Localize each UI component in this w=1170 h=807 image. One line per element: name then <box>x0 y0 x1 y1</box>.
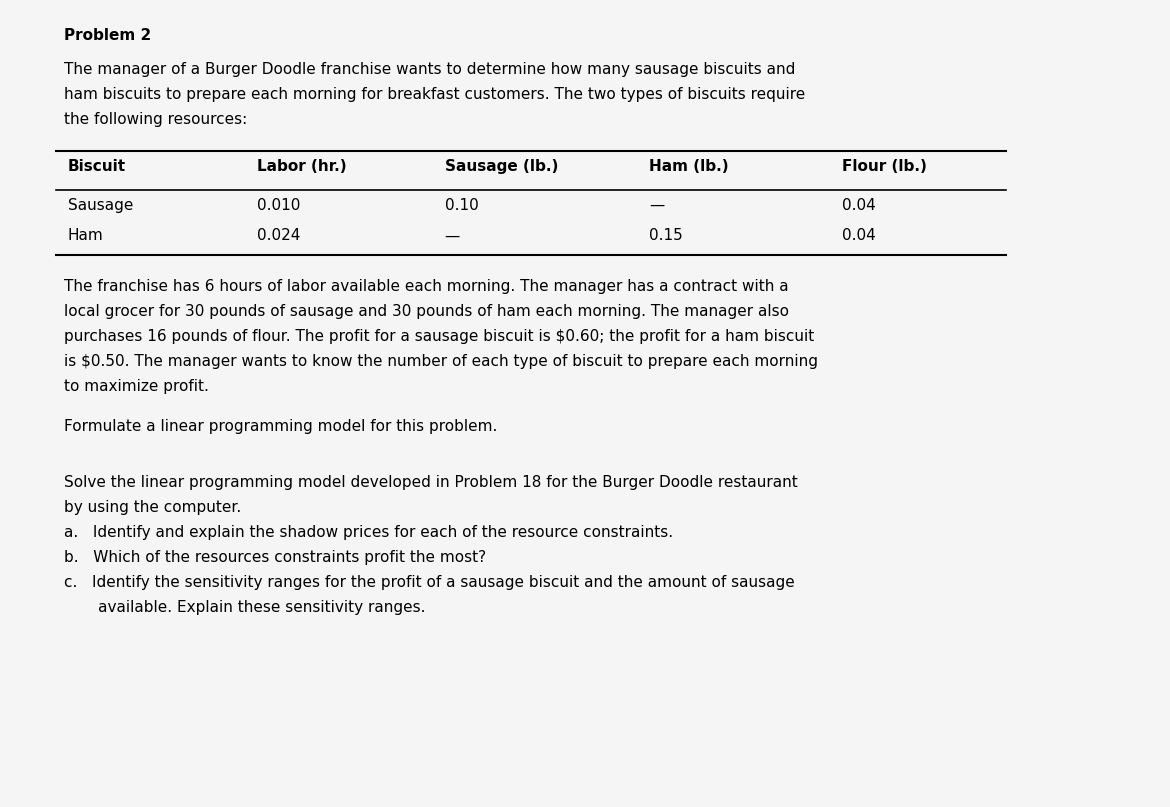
Text: Ham: Ham <box>68 228 104 244</box>
Text: purchases 16 pounds of flour. The profit for a sausage biscuit is $0.60; the pro: purchases 16 pounds of flour. The profit… <box>64 329 814 345</box>
Text: 0.024: 0.024 <box>257 228 301 244</box>
Text: is $0.50. The manager wants to know the number of each type of biscuit to prepar: is $0.50. The manager wants to know the … <box>64 354 818 370</box>
Text: Sausage: Sausage <box>68 198 133 213</box>
Text: 0.15: 0.15 <box>649 228 683 244</box>
Text: 0.04: 0.04 <box>842 228 876 244</box>
Text: 0.010: 0.010 <box>257 198 301 213</box>
Text: c.   Identify the sensitivity ranges for the profit of a sausage biscuit and the: c. Identify the sensitivity ranges for t… <box>64 575 796 590</box>
Text: local grocer for 30 pounds of sausage and 30 pounds of ham each morning. The man: local grocer for 30 pounds of sausage an… <box>64 304 790 320</box>
Text: b.   Which of the resources constraints profit the most?: b. Which of the resources constraints pr… <box>64 550 487 565</box>
Text: available. Explain these sensitivity ranges.: available. Explain these sensitivity ran… <box>64 600 426 615</box>
Text: by using the computer.: by using the computer. <box>64 500 241 515</box>
Text: Biscuit: Biscuit <box>68 159 126 174</box>
Text: the following resources:: the following resources: <box>64 112 248 128</box>
Text: Ham (lb.): Ham (lb.) <box>649 159 729 174</box>
Text: Flour (lb.): Flour (lb.) <box>842 159 928 174</box>
Text: Problem 2: Problem 2 <box>64 28 152 44</box>
Text: The franchise has 6 hours of labor available each morning. The manager has a con: The franchise has 6 hours of labor avail… <box>64 279 789 295</box>
Text: —: — <box>445 228 460 244</box>
Text: ham biscuits to prepare each morning for breakfast customers. The two types of b: ham biscuits to prepare each morning for… <box>64 87 806 102</box>
Text: Labor (hr.): Labor (hr.) <box>257 159 347 174</box>
Text: 0.04: 0.04 <box>842 198 876 213</box>
Text: to maximize profit.: to maximize profit. <box>64 379 209 395</box>
Text: —: — <box>649 198 665 213</box>
Text: a.   Identify and explain the shadow prices for each of the resource constraints: a. Identify and explain the shadow price… <box>64 525 674 540</box>
Text: Formulate a linear programming model for this problem.: Formulate a linear programming model for… <box>64 419 497 434</box>
Text: Solve the linear programming model developed in Problem 18 for the Burger Doodle: Solve the linear programming model devel… <box>64 475 798 490</box>
Text: The manager of a Burger Doodle franchise wants to determine how many sausage bis: The manager of a Burger Doodle franchise… <box>64 62 796 77</box>
Text: 0.10: 0.10 <box>445 198 479 213</box>
Text: Sausage (lb.): Sausage (lb.) <box>445 159 558 174</box>
